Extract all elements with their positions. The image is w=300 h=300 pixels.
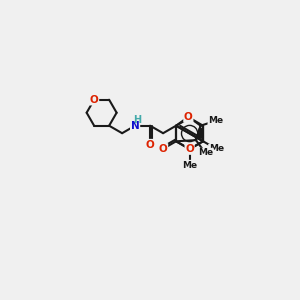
Text: N: N (131, 121, 140, 131)
Text: H: H (133, 115, 141, 125)
Text: Me: Me (209, 145, 224, 154)
Text: Me: Me (198, 148, 213, 158)
Text: O: O (159, 144, 167, 154)
Text: O: O (146, 140, 154, 150)
Text: Me: Me (208, 116, 223, 125)
Text: O: O (184, 112, 193, 122)
Text: O: O (90, 95, 98, 105)
Text: Me: Me (182, 160, 197, 169)
Text: O: O (185, 144, 194, 154)
